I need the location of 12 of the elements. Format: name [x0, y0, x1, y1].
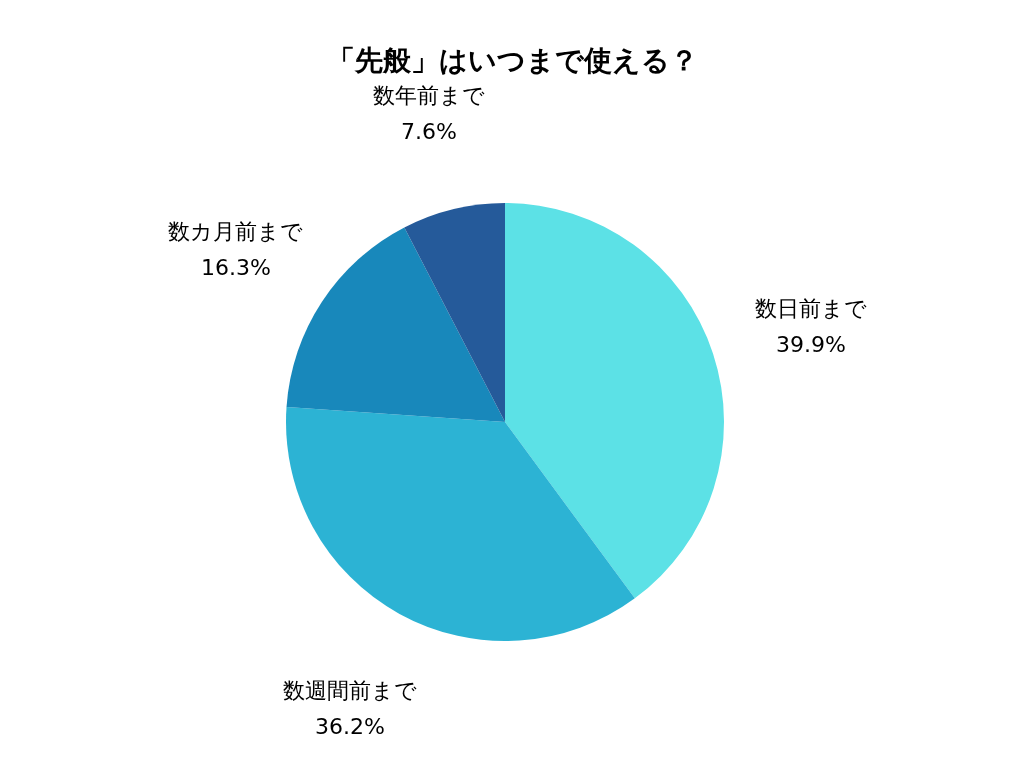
slice-label: 数日前まで [754, 295, 867, 321]
pie-slice [286, 406, 635, 641]
slice-label: 数週間前まで [282, 678, 417, 704]
data-label: 36.2% [314, 714, 385, 740]
slice-label: 数カ月前まで [168, 219, 304, 245]
slice-label: 数年前まで [372, 83, 485, 109]
pie-slice [505, 203, 724, 599]
data-label: 7.6% [400, 119, 457, 145]
data-label: 39.9% [775, 331, 846, 357]
data-label: 16.3% [200, 255, 271, 281]
chart-title: 「先般」はいつまで使える？ [326, 44, 698, 77]
pie-slice [404, 203, 505, 422]
